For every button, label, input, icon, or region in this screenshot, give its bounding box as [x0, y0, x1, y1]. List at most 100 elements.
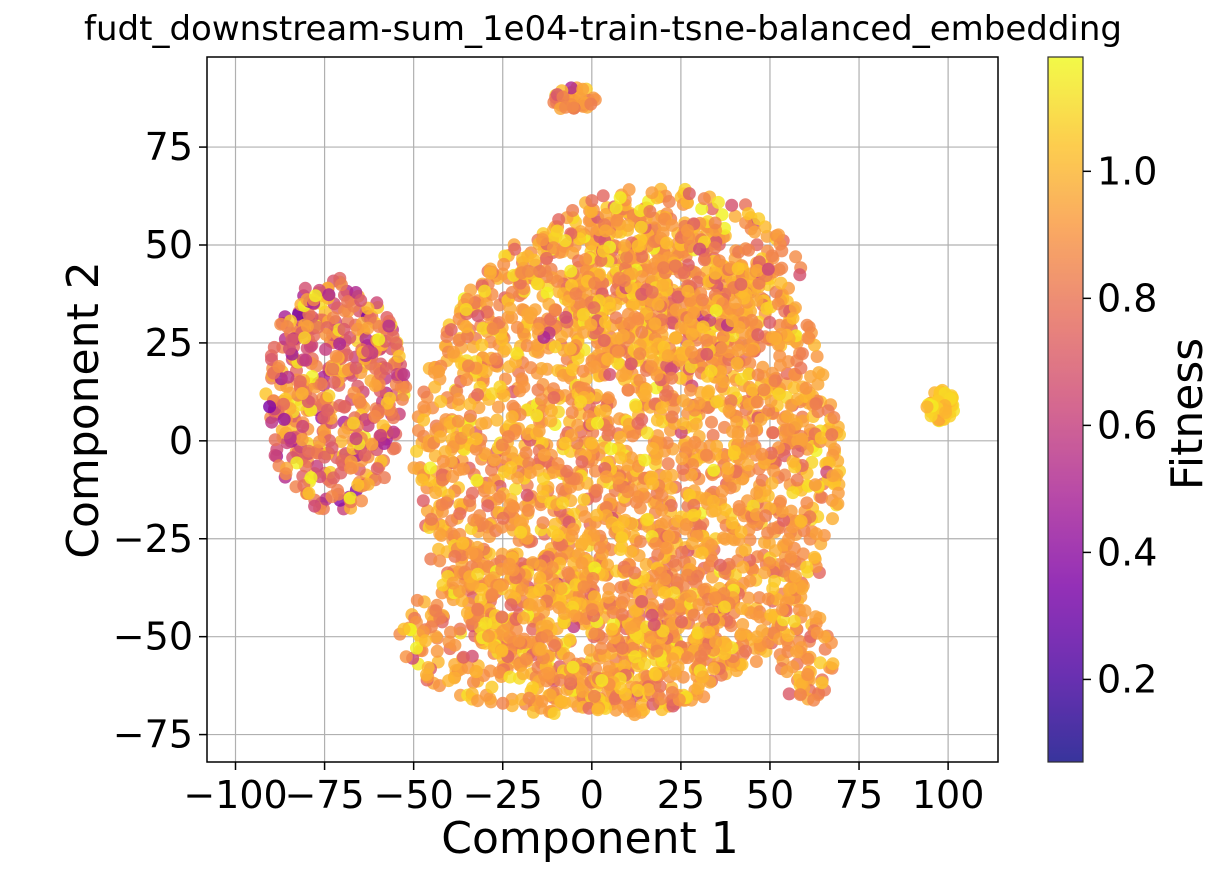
scatter-point — [643, 205, 657, 218]
scatter-point — [452, 333, 466, 347]
scatter-point — [343, 491, 357, 505]
scatter-point — [768, 374, 782, 388]
x-tick-label: −50 — [374, 773, 454, 817]
scatter-point — [659, 388, 673, 402]
scatter-point — [337, 322, 351, 336]
scatter-point — [460, 292, 474, 306]
scatter-point — [435, 498, 449, 512]
scatter-point — [795, 677, 809, 691]
scatter-point — [277, 412, 291, 426]
scatter-point — [478, 284, 492, 298]
colorbar-tick-label: 0.8 — [1097, 276, 1157, 320]
scatter-point — [742, 591, 755, 605]
scatter-point — [420, 668, 433, 682]
scatter-point — [536, 516, 550, 530]
scatter-point — [782, 532, 795, 546]
scatter-point — [471, 388, 485, 402]
scatter-point — [609, 201, 623, 215]
scatter-point — [736, 560, 750, 574]
scatter-point — [690, 569, 704, 583]
scatter-point — [751, 264, 764, 277]
x-axis-label: Component 1 — [441, 813, 738, 864]
scatter-point — [734, 627, 748, 641]
scatter-point — [784, 550, 798, 564]
scatter-point — [650, 644, 664, 658]
scatter-point — [430, 644, 444, 658]
scatter-point — [300, 319, 314, 333]
scatter-point — [647, 618, 661, 632]
scatter-point — [579, 252, 593, 266]
colorbar-tick-label: 0.4 — [1097, 530, 1157, 574]
scatter-point — [519, 446, 533, 460]
scatter-point — [772, 387, 786, 401]
scatter-point — [789, 569, 802, 583]
x-axis-ticks: −100−75 −50 −25 0 25 50 75 100 — [183, 762, 984, 817]
scatter-point — [697, 253, 711, 267]
scatter-point — [533, 264, 547, 278]
scatter-point — [460, 373, 474, 387]
scatter-point — [635, 250, 649, 263]
scatter-point — [646, 477, 660, 491]
scatter-point — [285, 333, 299, 347]
scatter-point — [386, 329, 400, 343]
scatter-point — [459, 303, 473, 316]
scatter-point — [784, 504, 798, 518]
scatter-point — [463, 409, 477, 423]
scatter-point — [687, 508, 701, 522]
scatter-point — [588, 590, 601, 604]
scatter-point — [716, 531, 730, 545]
scatter-point — [681, 651, 695, 665]
scatter-point — [649, 537, 663, 551]
scatter-point — [444, 323, 458, 337]
scatter-point — [615, 369, 629, 383]
scatter-point — [535, 362, 548, 375]
scatter-point — [566, 204, 580, 217]
scatter-point — [295, 387, 309, 400]
scatter-point — [392, 349, 406, 363]
scatter-point — [277, 397, 290, 411]
scatter-point — [446, 576, 460, 590]
scatter-point — [510, 320, 524, 334]
scatter-point — [431, 365, 445, 378]
scatter-point — [444, 625, 457, 639]
scatter-point — [654, 566, 668, 580]
scatter-point — [786, 486, 800, 500]
scatter-point — [429, 630, 443, 643]
scatter-point — [564, 264, 578, 278]
scatter-point — [419, 634, 432, 648]
scatter-point — [602, 296, 616, 310]
scatter-point — [470, 473, 484, 487]
scatter-point — [623, 316, 637, 330]
scatter-point — [296, 419, 310, 433]
scatter-point — [502, 562, 516, 576]
scatter-point — [456, 536, 470, 550]
scatter-point — [681, 398, 695, 412]
scatter-point — [397, 622, 411, 636]
scatter-point — [283, 431, 297, 445]
scatter-point — [801, 331, 815, 345]
scatter-point — [516, 611, 530, 625]
scatter-point — [304, 471, 318, 485]
scatter-point — [645, 186, 659, 200]
scatter-point — [775, 504, 789, 518]
scatter-point — [665, 686, 679, 699]
scatter-point — [759, 509, 773, 523]
x-tick-label: −100 — [183, 773, 287, 817]
scatter-point — [782, 423, 796, 437]
scatter-point — [700, 333, 714, 347]
scatter-point — [482, 629, 495, 643]
scatter-point — [566, 660, 580, 674]
scatter-point — [510, 346, 524, 360]
scatter-point — [712, 254, 726, 268]
scatter-point — [611, 471, 625, 485]
scatter-point — [325, 490, 339, 504]
scatter-point — [659, 541, 673, 555]
scatter-point — [533, 599, 547, 613]
scatter-point — [556, 90, 570, 104]
scatter-point — [661, 457, 675, 471]
scatter-point — [749, 655, 763, 668]
scatter-point — [509, 482, 523, 496]
scatter-point — [571, 418, 585, 432]
scatter-point — [700, 448, 713, 462]
scatter-point — [748, 225, 762, 239]
